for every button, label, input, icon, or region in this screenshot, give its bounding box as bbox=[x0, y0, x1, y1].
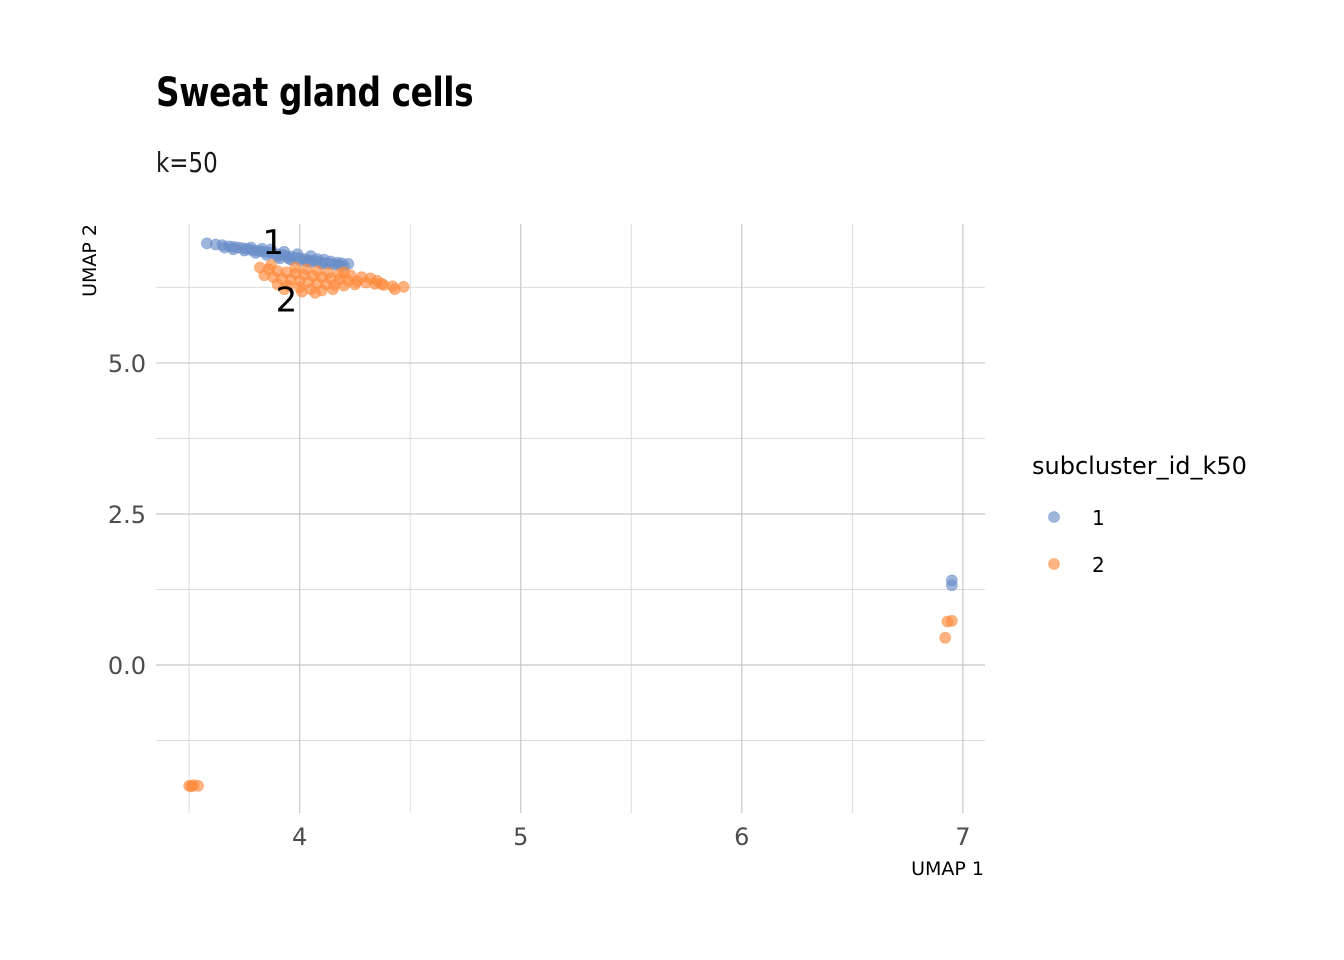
data-point-series-2 bbox=[375, 277, 388, 290]
chart-title: Sweat gland cells bbox=[156, 70, 474, 116]
x-tick-label: 7 bbox=[955, 823, 970, 851]
y-tick-label: 5.0 bbox=[108, 350, 146, 378]
y-tick-label: 0.0 bbox=[108, 652, 146, 680]
data-point-series-2 bbox=[300, 263, 313, 276]
data-point-series-2 bbox=[296, 285, 308, 298]
data-point-series-2 bbox=[338, 266, 350, 279]
legend-items: 12 bbox=[1048, 506, 1105, 577]
data-point-series-1 bbox=[311, 253, 324, 265]
legend-label-1: 1 bbox=[1092, 506, 1105, 530]
chart-subtitle: k=50 bbox=[156, 146, 218, 179]
data-points bbox=[183, 237, 958, 793]
data-point-series-2 bbox=[939, 631, 952, 644]
data-point-series-2 bbox=[311, 265, 324, 278]
legend-title: subcluster_id_k50 bbox=[1032, 452, 1247, 480]
cluster-label-2: 2 bbox=[276, 281, 298, 321]
data-point-series-2 bbox=[326, 283, 339, 296]
data-point-series-1 bbox=[945, 579, 958, 592]
data-point-series-2 bbox=[338, 279, 350, 292]
data-point-series-2 bbox=[265, 259, 277, 271]
data-point-series-2 bbox=[185, 780, 198, 793]
legend-key-1 bbox=[1048, 511, 1060, 523]
x-tick-label: 5 bbox=[513, 823, 528, 851]
data-point-series-1 bbox=[273, 252, 286, 265]
y-axis-title: UMAP 2 bbox=[79, 224, 101, 297]
data-point-series-1 bbox=[245, 241, 257, 254]
x-tick-label: 4 bbox=[292, 823, 307, 851]
data-point-series-1 bbox=[324, 255, 337, 268]
data-point-series-2 bbox=[322, 267, 335, 279]
cluster-labels: 12 bbox=[262, 223, 297, 320]
data-point-series-2 bbox=[289, 261, 302, 274]
data-point-series-2 bbox=[278, 283, 291, 296]
legend-key-2 bbox=[1048, 558, 1060, 570]
legend-label-2: 2 bbox=[1092, 553, 1105, 577]
data-point-series-1 bbox=[218, 241, 231, 254]
legend: subcluster_id_k50 12 bbox=[1032, 452, 1247, 577]
tick-labels: 4 5 6 7 0.0 2.5 5.0 bbox=[108, 350, 971, 851]
cluster-label-1: 1 bbox=[262, 223, 284, 263]
grid-lines bbox=[156, 224, 985, 813]
data-point-series-2 bbox=[364, 272, 377, 285]
x-tick-label: 6 bbox=[734, 823, 749, 851]
data-point-series-2 bbox=[945, 614, 958, 627]
data-point-series-2 bbox=[309, 286, 322, 299]
y-tick-label: 2.5 bbox=[108, 501, 146, 529]
data-point-series-2 bbox=[388, 283, 401, 296]
x-axis-title: UMAP 1 bbox=[911, 858, 984, 880]
data-point-series-1 bbox=[256, 242, 269, 255]
